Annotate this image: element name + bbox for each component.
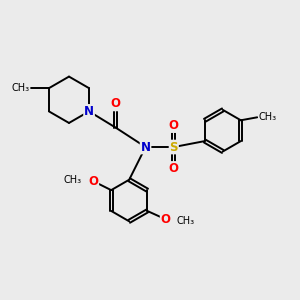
- Text: O: O: [111, 98, 121, 110]
- Text: N: N: [140, 140, 151, 154]
- Text: N: N: [84, 105, 94, 118]
- Text: CH₃: CH₃: [177, 216, 195, 226]
- Text: S: S: [169, 140, 178, 154]
- Text: CH₃: CH₃: [64, 175, 82, 185]
- Text: O: O: [88, 175, 98, 188]
- Text: O: O: [169, 162, 179, 175]
- Text: O: O: [160, 213, 171, 226]
- Text: CH₃: CH₃: [259, 112, 277, 122]
- Text: O: O: [169, 119, 179, 132]
- Text: CH₃: CH₃: [11, 83, 30, 93]
